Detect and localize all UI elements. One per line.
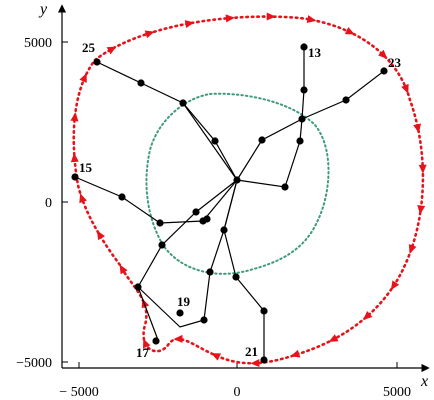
route-arrows	[70, 12, 427, 368]
route-arrow	[363, 310, 373, 320]
y-tick-label-neg5000: −5000	[16, 356, 52, 371]
y-tick-label-0: 0	[45, 196, 52, 211]
node-label-19: 19	[177, 294, 191, 309]
x-tick-label-5000: 5000	[383, 385, 411, 400]
node	[211, 137, 219, 145]
route-arrow	[70, 152, 79, 163]
route-arrow	[306, 15, 317, 23]
route-arrow	[184, 20, 195, 29]
node-center	[233, 176, 241, 184]
route-arrow	[79, 73, 87, 83]
route-arrow	[119, 264, 128, 275]
route-arrow	[401, 83, 409, 94]
node	[260, 307, 268, 315]
route-arrow	[328, 334, 339, 342]
node	[134, 283, 142, 291]
node	[232, 273, 240, 281]
node	[298, 115, 306, 123]
node	[220, 226, 228, 234]
route-arrow	[290, 349, 301, 358]
edge-13	[236, 47, 305, 188]
route-arrow	[173, 334, 183, 343]
edge-23	[236, 70, 385, 181]
node	[118, 193, 126, 201]
route-arrow	[266, 12, 276, 21]
node	[179, 99, 187, 107]
node	[342, 96, 350, 104]
y-tick-label-5000: 5000	[24, 36, 52, 51]
x-tick-label-0: 0	[234, 385, 241, 400]
node	[296, 137, 304, 145]
route-arrow	[417, 204, 426, 215]
y-ticks	[62, 41, 68, 363]
route-arrow	[96, 230, 105, 241]
node-15	[71, 173, 79, 181]
node-label-23: 23	[388, 55, 402, 70]
node	[192, 208, 200, 216]
node-21	[260, 356, 268, 364]
node-13	[300, 43, 308, 51]
node	[258, 136, 266, 144]
route-arrow	[70, 112, 79, 122]
edge-21	[223, 179, 265, 360]
route-arrow	[211, 353, 222, 361]
route-arrow	[408, 244, 417, 254]
node-label-15: 15	[79, 160, 93, 175]
route-arrow	[106, 46, 117, 55]
node-labels: 25 13 23 15 19 17 21	[79, 40, 402, 360]
node	[206, 268, 214, 276]
node-25	[93, 58, 101, 66]
inner-dotted-curve	[145, 92, 330, 275]
route-arrow	[390, 280, 400, 291]
edge-15	[74, 176, 238, 224]
outer-route-path	[72, 15, 425, 365]
node-23	[380, 67, 388, 75]
route-arrow	[225, 14, 235, 23]
edge-left-branch	[137, 179, 238, 288]
x-tick-label-neg5000: − 5000	[59, 385, 98, 400]
edge-183	[182, 102, 238, 181]
route-arrow	[79, 193, 87, 204]
node	[203, 215, 211, 223]
node-label-25: 25	[82, 40, 96, 55]
node	[200, 316, 208, 324]
route-arrow	[418, 164, 427, 174]
node-19	[176, 309, 184, 317]
route-arrow	[250, 359, 260, 368]
y-axis-label: y	[38, 1, 48, 18]
tree-nodes	[71, 43, 388, 364]
node	[158, 241, 166, 249]
node	[300, 86, 308, 94]
route-arrow	[413, 123, 422, 134]
route-arrow	[378, 49, 388, 59]
route-arrow	[144, 30, 155, 39]
edge-25-a	[96, 61, 238, 181]
node	[156, 219, 164, 227]
route-arrow	[142, 338, 151, 349]
x-axis-label: x	[420, 373, 428, 390]
node	[281, 183, 289, 191]
route-arrow	[344, 26, 355, 35]
node	[137, 79, 145, 87]
node-17	[152, 337, 160, 345]
node-label-17: 17	[136, 345, 150, 360]
node-label-13: 13	[308, 45, 322, 60]
node-label-21: 21	[245, 344, 258, 359]
